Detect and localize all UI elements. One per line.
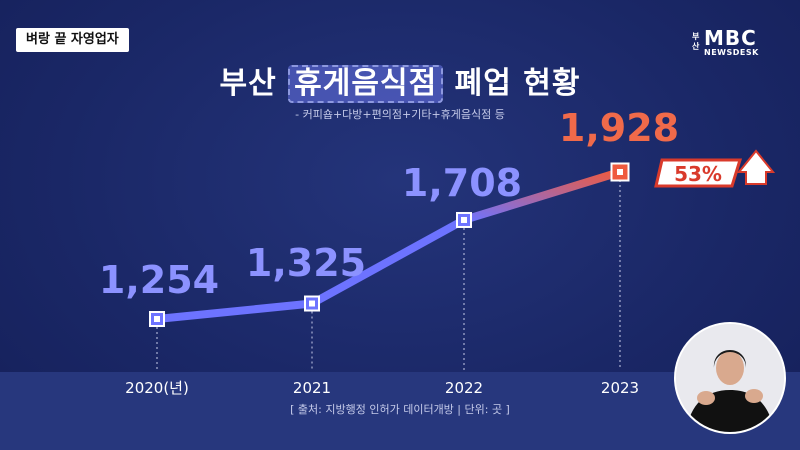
logo-sub: NEWSDESK xyxy=(704,48,759,57)
sign-language-interpreter xyxy=(674,322,786,434)
increase-badge: 53% xyxy=(654,149,776,188)
data-label: 1,708 xyxy=(402,161,522,205)
title-prefix: 부산 xyxy=(219,66,289,101)
data-label: 1,928 xyxy=(559,106,679,150)
logo-brand: MBC xyxy=(704,26,757,50)
segment-tag: 벼랑 끝 자영업자 xyxy=(16,28,129,52)
title-suffix: 폐업 현황 xyxy=(443,66,581,101)
up-arrow-icon xyxy=(736,149,776,185)
data-label: 1,325 xyxy=(246,241,366,285)
data-point-center xyxy=(309,300,315,307)
interpreter-figure xyxy=(676,324,784,432)
x-tick-label: 2022 xyxy=(445,379,483,397)
source-note: [ 출처: 지방행정 인허가 데이터개방 | 단위: 곳 ] xyxy=(290,403,510,416)
data-point-center xyxy=(461,216,467,223)
data-label: 1,254 xyxy=(99,258,219,302)
title-highlight: 휴게음식점 xyxy=(288,65,444,103)
logo-region: 부산 xyxy=(692,32,700,51)
series-line-segment xyxy=(308,215,468,308)
axis-band xyxy=(0,372,800,450)
x-tick-label: 2023 xyxy=(601,379,639,397)
data-point-center xyxy=(154,316,160,322)
x-tick-label: 2020(년) xyxy=(125,379,189,397)
series-line-segment xyxy=(460,168,624,224)
increase-badge-text: 53% xyxy=(674,162,722,186)
chart-subtitle: - 커피숍+다방+편의점+기타+휴게음식점 등 xyxy=(295,108,505,121)
x-tick-label: 2021 xyxy=(293,379,331,397)
data-point-center xyxy=(617,169,623,175)
chart-title: 부산 휴게음식점 폐업 현황 xyxy=(0,58,800,103)
series-line-segment xyxy=(153,299,316,323)
